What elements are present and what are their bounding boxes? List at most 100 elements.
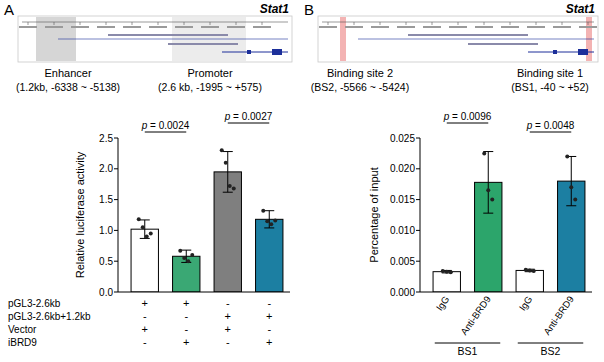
y-tick xyxy=(114,199,118,200)
error-bar xyxy=(140,220,150,238)
ruler-text xyxy=(227,26,245,28)
y-tick xyxy=(416,230,420,231)
error-bar xyxy=(483,152,493,214)
error-bar xyxy=(181,250,191,262)
significance-bracket xyxy=(228,123,270,124)
track-caption xyxy=(168,43,238,45)
track-caption xyxy=(408,34,528,36)
group-label: BS1 xyxy=(458,345,478,357)
condition-sign: + xyxy=(225,310,231,322)
gene-name: Stat1 xyxy=(566,2,596,16)
data-point xyxy=(569,185,573,189)
condition-sign: + xyxy=(225,323,231,335)
y-tick-label: 0.0 xyxy=(99,287,113,298)
y-axis xyxy=(118,138,119,292)
region-label: Enhancer xyxy=(44,67,91,79)
data-point xyxy=(445,270,449,274)
x-axis xyxy=(118,292,290,293)
data-point xyxy=(228,184,232,188)
condition-sign: - xyxy=(267,297,271,309)
condition-label: Vector xyxy=(8,324,37,335)
data-point xyxy=(145,235,149,239)
ruler-tick xyxy=(106,22,107,25)
y-tick-label: 0.025 xyxy=(390,133,415,144)
error-cap xyxy=(223,151,233,152)
significance-bracket xyxy=(145,132,187,133)
error-cap xyxy=(483,213,493,214)
data-point xyxy=(573,198,577,202)
browser-frame xyxy=(318,16,598,62)
data-point xyxy=(532,269,536,273)
error-cap xyxy=(264,210,274,211)
condition-sign: - xyxy=(184,310,188,322)
p-rest: = 0.0048 xyxy=(532,120,574,131)
gene-exon xyxy=(553,50,557,54)
p-value: p = 0.0024 xyxy=(141,120,190,131)
plot-marks xyxy=(131,148,283,292)
p-rest: = 0.0096 xyxy=(449,111,491,122)
ruler-text xyxy=(97,26,115,28)
gene-name: Stat1 xyxy=(260,2,290,16)
condition-sign: - xyxy=(184,323,188,335)
ruler-text xyxy=(371,26,389,28)
y-tick-label: 0.020 xyxy=(390,163,415,174)
data-point xyxy=(182,256,186,260)
ruler-tick xyxy=(236,22,237,25)
data-point xyxy=(441,269,445,273)
bar xyxy=(516,270,543,292)
y-tick xyxy=(416,199,420,200)
condition-sign: - xyxy=(143,310,147,322)
error-cap xyxy=(264,227,274,228)
data-point xyxy=(265,219,269,223)
x-tick-label: Anti-BRD9 xyxy=(458,294,493,337)
error-bar xyxy=(566,156,576,205)
condition-sign: + xyxy=(183,297,189,309)
ruler-tick xyxy=(328,22,329,25)
data-point xyxy=(232,187,236,191)
significance-bracket xyxy=(447,123,489,124)
ruler-tick xyxy=(406,22,407,25)
data-point xyxy=(449,270,453,274)
ruler-text xyxy=(345,26,363,28)
error-cap xyxy=(140,219,150,220)
error-stem xyxy=(571,156,572,205)
bar xyxy=(433,272,460,292)
region-detail: (BS2, -5566 ~ -5424) xyxy=(311,81,409,93)
y-tick xyxy=(114,230,118,231)
data-point xyxy=(186,259,190,263)
data-point xyxy=(137,217,141,221)
y-tick xyxy=(114,261,118,262)
condition-sign: - xyxy=(143,336,147,348)
ruler-tick xyxy=(484,22,485,25)
data-point xyxy=(149,231,153,235)
ruler-tick xyxy=(354,22,355,25)
y-tick-label: 0.000 xyxy=(390,287,415,298)
ruler-tick xyxy=(562,22,563,25)
condition-label: iBRD9 xyxy=(8,337,37,348)
ruler-tick xyxy=(588,22,589,25)
ruler-text xyxy=(423,26,441,28)
ruler-text xyxy=(553,26,571,28)
track-caption xyxy=(468,43,538,45)
gene-exon xyxy=(272,49,282,55)
track-caption xyxy=(108,34,228,36)
y-tick xyxy=(416,292,420,293)
condition-sign: + xyxy=(266,310,272,322)
region-detail: (2.6 kb, -1995 ~ +575) xyxy=(158,81,262,93)
plot-marks xyxy=(433,151,585,292)
region-label: Binding site 1 xyxy=(517,67,583,79)
y-tick-label: 1.0 xyxy=(99,225,113,236)
data-point xyxy=(220,148,224,152)
browser-frame xyxy=(18,16,292,62)
p-value: p = 0.0096 xyxy=(443,111,492,122)
x-tick-label: IgG xyxy=(517,294,535,313)
error-bar xyxy=(264,211,274,228)
ruler-text xyxy=(149,26,167,28)
p-value: p = 0.0048 xyxy=(526,120,575,131)
y-tick-label: 0.005 xyxy=(390,256,415,267)
ruler-text xyxy=(175,26,193,28)
ruler-text xyxy=(449,26,467,28)
p-value: p = 0.0027 xyxy=(224,111,273,122)
region-detail: (1.2kb, -6338 ~ -5138) xyxy=(16,81,120,93)
ruler-text xyxy=(397,26,415,28)
